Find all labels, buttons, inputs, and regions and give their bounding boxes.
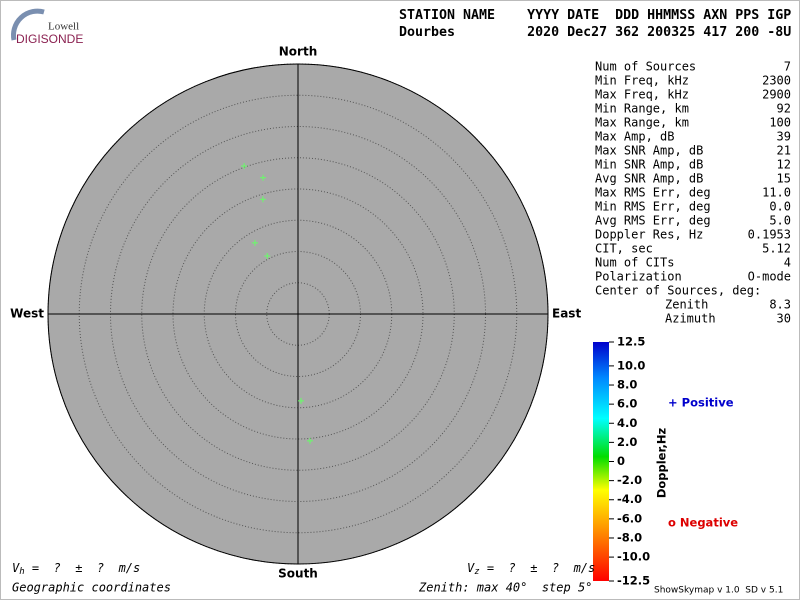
center-label: Center of Sources, deg: (595, 284, 761, 298)
colorbar-tick-label: -6.0 (617, 511, 642, 525)
colorbar-tick-label: -2.0 (617, 473, 642, 487)
colorbar-tick-label: -12.5 (617, 574, 650, 588)
stat-value: 11.0 (762, 186, 791, 200)
positive-legend: + Positive (668, 396, 734, 410)
stat-value: O-mode (748, 270, 791, 284)
stat-label: Max Range, km (595, 116, 689, 130)
stat-label: Max RMS Err, deg (595, 186, 711, 200)
east-label: East (552, 307, 581, 321)
vh-text: Vh = ? ± ? m/s (12, 561, 140, 577)
stat-value: 100 (769, 116, 791, 130)
colorbar-tick-label: 2.0 (617, 435, 637, 449)
vz-rest: = ? ± ? m/s (480, 561, 596, 575)
colorbar-tick-label: -4.0 (617, 492, 642, 506)
stat-label: Min Range, km (595, 102, 689, 116)
stat-label: Num of Sources (595, 60, 696, 74)
stat-label: Polarization (595, 270, 682, 284)
center-name: Zenith (665, 298, 708, 312)
west-label: West (10, 307, 44, 321)
colorbar-tick-label: -8.0 (617, 530, 642, 544)
source-marker (298, 397, 305, 404)
horizon (47, 63, 549, 565)
vz-v: V (467, 561, 475, 575)
stat-value: 5.12 (762, 242, 791, 256)
stat-label: Max Freq, kHz (595, 88, 689, 102)
stat-value: 15 (777, 172, 791, 186)
colorbar-tick-label: 10.0 (617, 358, 645, 372)
version: ShowSkymap v 1.0 SD v 5.1 (654, 586, 783, 596)
stat-label: Num of CITs (595, 256, 674, 270)
stat-value: 2300 (762, 74, 791, 88)
negative-legend: o Negative (668, 516, 738, 530)
south-label: South (278, 567, 318, 581)
vh-rest: = ? ± ? m/s (25, 561, 141, 575)
colorbar-tick-label: 8.0 (617, 378, 637, 392)
stat-value: 0.0 (769, 200, 791, 214)
header-values: Dourbes 2020 Dec27 362 200325 417 200 -8… (399, 25, 791, 40)
stat-value: 92 (777, 102, 791, 116)
stat-value: 7 (784, 60, 791, 74)
stat-value: 2900 (762, 88, 791, 102)
stat-label: Avg SNR Amp, dB (595, 172, 703, 186)
vh-sub: h (19, 567, 24, 577)
vz-sub: z (474, 567, 479, 577)
source-marker (264, 253, 271, 260)
source-marker (306, 437, 313, 444)
colorbar-label: Doppler,Hz (655, 428, 669, 499)
stat-value: 4 (784, 256, 791, 270)
logo-top: Lowell (48, 21, 79, 33)
source-marker (241, 162, 248, 169)
stat-label: Max Amp, dB (595, 130, 674, 144)
center-name: Azimuth (665, 312, 716, 326)
source-marker (251, 239, 258, 246)
stat-label: Min Freq, kHz (595, 74, 689, 88)
stat-label: Avg RMS Err, deg (595, 214, 711, 228)
vh-v: V (12, 561, 20, 575)
colorbar-tick-label: 12.5 (617, 335, 645, 349)
stat-label: Min SNR Amp, dB (595, 158, 703, 172)
center-value: 30 (777, 312, 791, 326)
zenith-note: Zenith: max 40° step 5° (418, 581, 592, 595)
header-labels: STATION NAME YYYY DATE DDD HHMMSS AXN PP… (399, 8, 791, 23)
colorbar-tick-label: 0 (617, 454, 625, 468)
logo-swoosh (11, 8, 45, 41)
stat-value: 0.1953 (748, 228, 791, 242)
source-marker (260, 174, 267, 181)
colorbar-tick-label: 6.0 (617, 397, 637, 411)
stat-label: CIT, sec (595, 242, 653, 256)
colorbar-tick-label: 4.0 (617, 416, 637, 430)
stat-value: 12 (777, 158, 791, 172)
stat-value: 39 (777, 130, 791, 144)
stat-label: Min RMS Err, deg (595, 200, 711, 214)
north-label: North (279, 45, 317, 59)
source-marker (259, 196, 266, 203)
colorbar (593, 342, 609, 581)
logo-bottom: DIGISONDE (16, 32, 83, 46)
coordinates-note: Geographic coordinates (12, 581, 171, 595)
vz-text: Vz = ? ± ? m/s (467, 561, 595, 577)
stat-label: Doppler Res, Hz (595, 228, 703, 242)
colorbar-tick-label: -10.0 (617, 550, 650, 564)
stat-value: 5.0 (769, 214, 791, 228)
center-value: 8.3 (769, 298, 791, 312)
stat-label: Max SNR Amp, dB (595, 144, 703, 158)
stat-value: 21 (777, 144, 791, 158)
